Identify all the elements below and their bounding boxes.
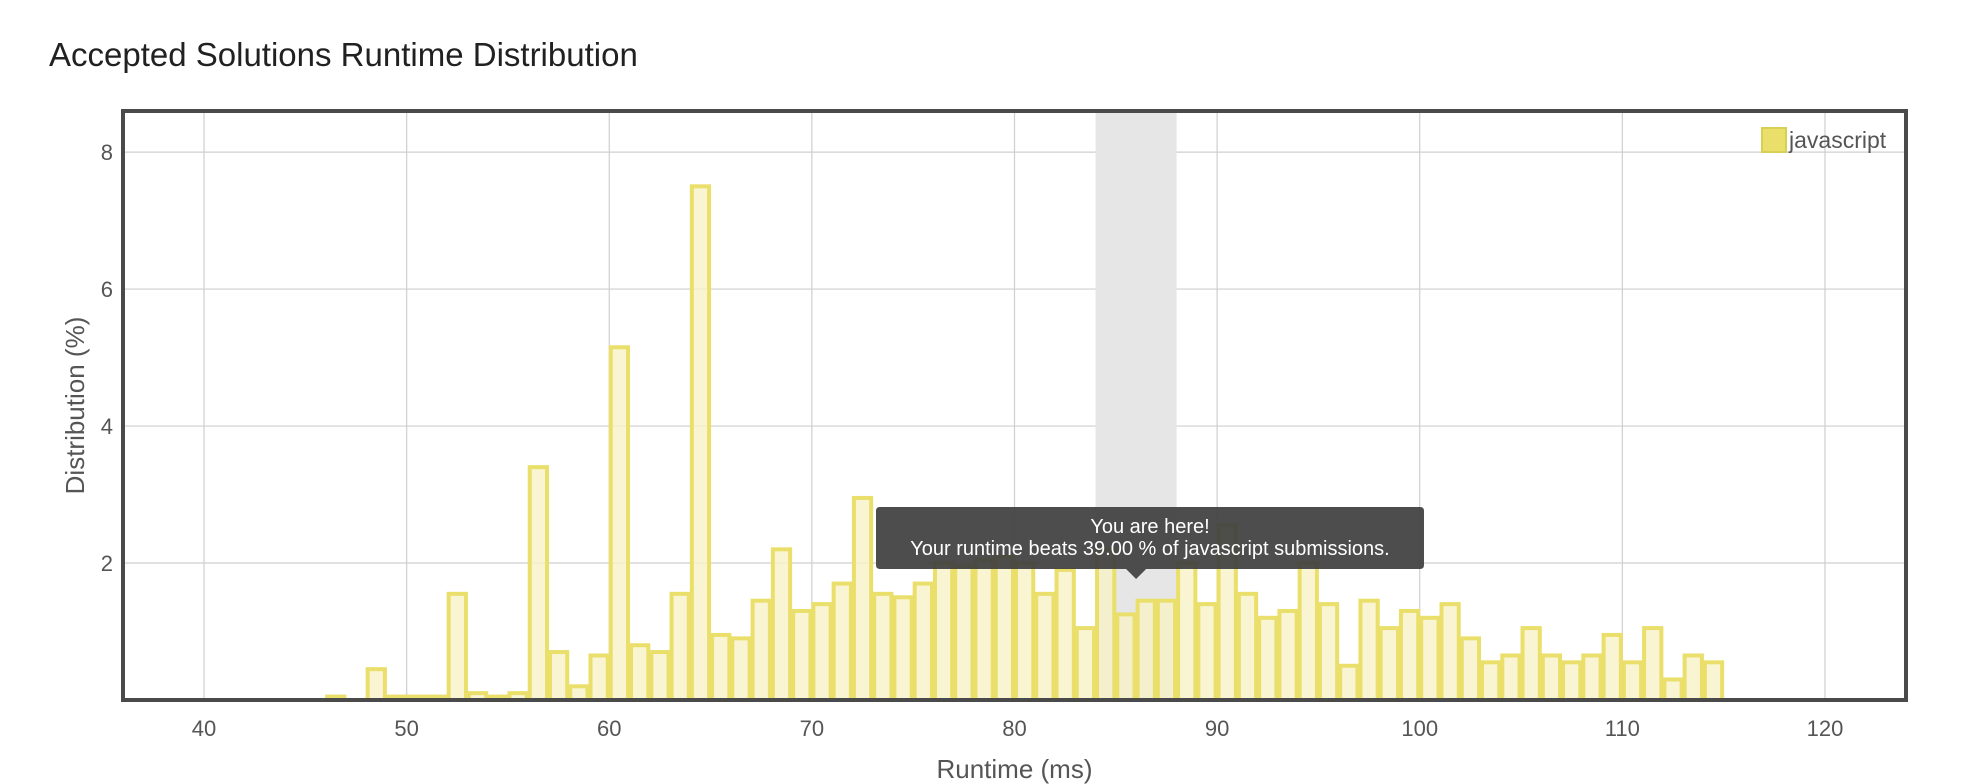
histogram-bar[interactable] xyxy=(588,653,610,702)
histogram-bar[interactable] xyxy=(1642,626,1664,703)
histogram-bar[interactable] xyxy=(1196,602,1218,702)
tooltip-line-1: You are here! xyxy=(1090,516,1209,538)
histogram-bar[interactable] xyxy=(1115,612,1137,702)
histogram-bar[interactable] xyxy=(446,591,468,702)
histogram-bar[interactable] xyxy=(1480,660,1502,703)
histogram-bar[interactable] xyxy=(1459,636,1482,703)
histogram-bar[interactable] xyxy=(953,564,975,703)
histogram-bar[interactable] xyxy=(851,495,874,702)
histogram-bar[interactable] xyxy=(1682,653,1704,702)
histogram-bar[interactable] xyxy=(527,465,549,702)
histogram-bar[interactable] xyxy=(1297,561,1319,702)
x-tick-labels: 40 50 60 70 80 90 100 110 120 xyxy=(192,716,1844,741)
histogram-bar[interactable] xyxy=(1621,660,1644,703)
histogram-bar[interactable] xyxy=(1358,598,1380,702)
legend[interactable]: javascript xyxy=(1761,127,1887,153)
x-tick-label: 120 xyxy=(1807,716,1844,741)
histogram-bar[interactable] xyxy=(1338,663,1360,702)
histogram-bar[interactable] xyxy=(1561,660,1583,703)
histogram-bar[interactable] xyxy=(811,602,833,702)
histogram-bar[interactable] xyxy=(568,684,590,702)
histogram-bar[interactable] xyxy=(1236,591,1259,702)
histogram-bar[interactable] xyxy=(1034,591,1056,702)
histogram-bar[interactable] xyxy=(710,632,732,702)
x-tick-label: 70 xyxy=(800,716,824,741)
tooltip-background xyxy=(876,507,1424,579)
histogram-bar[interactable] xyxy=(831,581,853,702)
histogram-bar[interactable] xyxy=(547,650,570,703)
histogram-bar[interactable] xyxy=(1581,653,1603,702)
histogram-bar[interactable] xyxy=(1398,608,1421,702)
histogram-bar[interactable] xyxy=(1419,615,1441,703)
histogram-bar[interactable] xyxy=(730,636,752,703)
x-tick-label: 80 xyxy=(1002,716,1026,741)
histogram-bar[interactable] xyxy=(1378,626,1400,703)
histogram-bar[interactable] xyxy=(669,591,691,702)
histogram-bar[interactable] xyxy=(912,581,934,702)
x-tick-label: 110 xyxy=(1605,716,1640,741)
histogram-bar[interactable] xyxy=(689,184,712,702)
histogram-bar[interactable] xyxy=(608,345,631,702)
runtime-tooltip: You are here! Your runtime beats 39.00 %… xyxy=(876,507,1424,579)
histogram-bar[interactable] xyxy=(649,650,671,703)
histogram-bar[interactable] xyxy=(1014,561,1036,702)
histogram-bar[interactable] xyxy=(993,554,1016,703)
y-tick-label: 6 xyxy=(101,277,113,302)
y-axis-label: Distribution (%) xyxy=(60,317,90,495)
plot-frame xyxy=(121,109,1908,702)
histogram-bar[interactable] xyxy=(872,591,894,702)
histogram-bar[interactable] xyxy=(629,643,651,702)
x-tick-label: 60 xyxy=(597,716,621,741)
tooltip-line-2: Your runtime beats 39.00 % of javascript… xyxy=(910,538,1390,560)
histogram-bar[interactable] xyxy=(1317,602,1340,702)
histogram-bar[interactable] xyxy=(1277,608,1299,702)
x-axis-label: Runtime (ms) xyxy=(936,754,1092,784)
histogram-bar[interactable] xyxy=(892,595,914,703)
x-tick-label: 90 xyxy=(1205,716,1229,741)
histogram-bar[interactable] xyxy=(1702,660,1725,703)
histogram-bar[interactable] xyxy=(1439,602,1461,702)
chart-title: Accepted Solutions Runtime Distribution xyxy=(49,36,638,73)
histogram-bar[interactable] xyxy=(1135,598,1157,702)
histogram-bar[interactable] xyxy=(791,608,813,702)
histogram-bar[interactable] xyxy=(1662,677,1684,703)
histogram-bar[interactable] xyxy=(1155,598,1178,702)
y-tick-label: 2 xyxy=(101,551,113,576)
y-tick-label: 8 xyxy=(101,140,113,165)
y-tick-labels: 2 4 6 8 xyxy=(101,140,113,576)
histogram-bar[interactable] xyxy=(1074,626,1097,703)
histogram-bar[interactable] xyxy=(1176,561,1198,702)
histogram-bar[interactable] xyxy=(770,547,793,702)
histogram-bar[interactable] xyxy=(750,598,772,702)
legend-swatch-javascript[interactable] xyxy=(1761,127,1787,153)
x-tick-label: 50 xyxy=(394,716,418,741)
x-tick-label: 100 xyxy=(1401,716,1438,741)
histogram-bar[interactable] xyxy=(365,667,387,703)
histogram-bar[interactable] xyxy=(1601,632,1623,702)
histogram-bar[interactable] xyxy=(1257,615,1279,703)
y-tick-label: 4 xyxy=(101,414,113,439)
histogram-bar[interactable] xyxy=(1054,567,1076,702)
histogram-bar[interactable] xyxy=(1520,626,1542,703)
histogram-bar[interactable] xyxy=(932,561,955,702)
histogram-bar[interactable] xyxy=(1500,653,1522,702)
legend-label-javascript[interactable]: javascript xyxy=(1788,127,1887,153)
x-tick-label: 40 xyxy=(192,716,216,741)
histogram-bar[interactable] xyxy=(1095,547,1117,702)
histogram-bar[interactable] xyxy=(1540,653,1563,702)
histogram-bar[interactable] xyxy=(973,557,995,702)
histogram-bars xyxy=(325,184,1725,703)
